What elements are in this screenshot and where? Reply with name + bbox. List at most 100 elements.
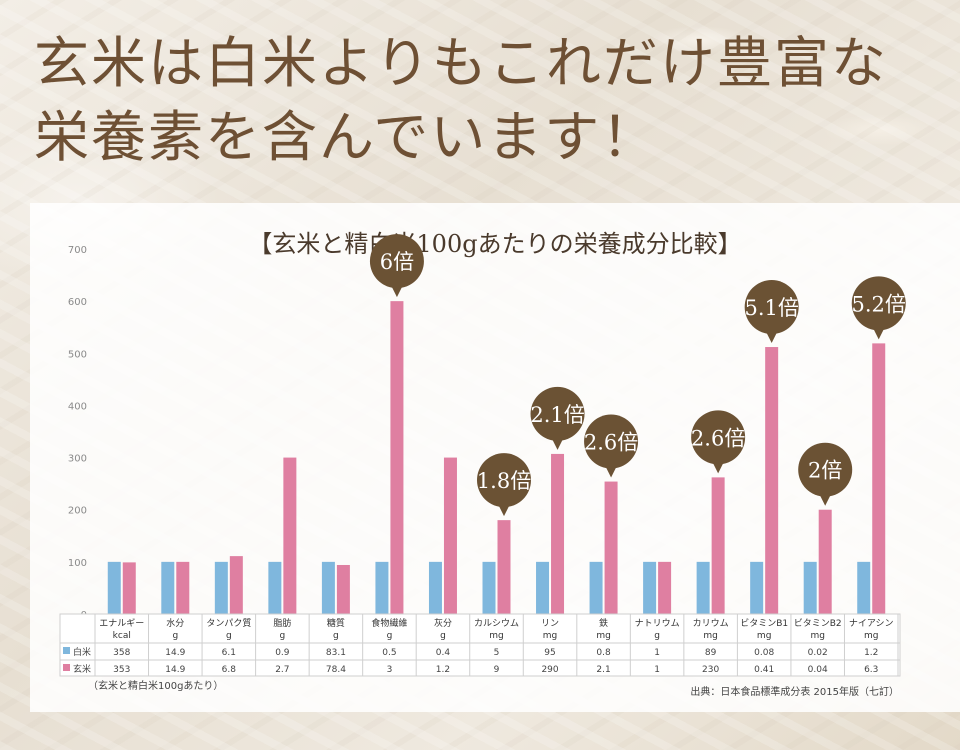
category-unit: g bbox=[440, 631, 446, 641]
multiplier-badge bbox=[851, 276, 906, 331]
table-cell-white-rice: 0.02 bbox=[808, 648, 828, 658]
bar-brown-rice bbox=[872, 343, 886, 614]
legend-label-brown-rice: 玄米 bbox=[73, 663, 91, 675]
table-cell-brown-rice: 78.4 bbox=[326, 665, 346, 675]
bar-white-rice bbox=[482, 561, 496, 614]
category-unit: g bbox=[280, 631, 286, 641]
y-tick-label: 200 bbox=[68, 506, 87, 517]
category-label: ナトリウム bbox=[635, 618, 680, 629]
table-cell-brown-rice: 2.1 bbox=[596, 665, 610, 675]
multiplier-badge-label: 5.2倍 bbox=[852, 292, 906, 316]
category-unit: mg bbox=[757, 631, 771, 641]
category-unit: mg bbox=[864, 631, 878, 641]
multiplier-badge bbox=[584, 414, 639, 469]
table-cell-white-rice: 0.4 bbox=[436, 648, 451, 658]
table-cell-brown-rice: 6.3 bbox=[864, 665, 878, 675]
category-label: ナイアシン bbox=[849, 618, 894, 629]
bar-brown-rice bbox=[711, 477, 725, 614]
bar-brown-rice bbox=[390, 301, 404, 614]
bar-white-rice bbox=[750, 561, 764, 614]
chart-panel: 【玄米と精白米100gあたりの栄養成分比較】010020030040050060… bbox=[30, 203, 960, 712]
table-cell-white-rice: 89 bbox=[705, 648, 717, 658]
multiplier-badge-pointer bbox=[872, 327, 885, 340]
bar-white-rice bbox=[161, 561, 175, 614]
headline: 玄米は白米よりもこれだけ豊富な 栄養素を含んでいます！ bbox=[34, 26, 888, 174]
headline-line-1: 玄米は白米よりもこれだけ豊富な bbox=[34, 31, 888, 95]
legend-label-white-rice: 白米 bbox=[73, 646, 91, 658]
table-note: （玄米と精白米100gあたり） bbox=[88, 679, 223, 692]
legend-swatch-white-rice bbox=[63, 647, 70, 654]
multiplier-badge-pointer bbox=[390, 285, 403, 298]
multiplier-badge-label: 5.1倍 bbox=[744, 296, 798, 320]
bar-brown-rice bbox=[122, 562, 136, 614]
table-cell-brown-rice: 290 bbox=[541, 665, 558, 675]
table-cell-brown-rice: 0.04 bbox=[808, 665, 828, 675]
table-header-row bbox=[59, 613, 901, 644]
table-cell-white-rice: 95 bbox=[544, 648, 555, 658]
category-label: タンパク質 bbox=[206, 617, 251, 629]
y-tick-label: 300 bbox=[68, 454, 87, 465]
source-note: 出典：日本食品標準成分表 2015年版（七訂） bbox=[690, 685, 899, 698]
table-cell-white-rice: 0.5 bbox=[382, 648, 396, 658]
category-unit: mg bbox=[810, 631, 824, 641]
category-unit: mg bbox=[703, 631, 717, 641]
multiplier-badge-pointer bbox=[605, 465, 618, 478]
bar-brown-rice bbox=[765, 347, 779, 614]
table-cell-white-rice: 1.2 bbox=[864, 648, 878, 658]
multiplier-badge-pointer bbox=[498, 504, 510, 517]
multiplier-badge bbox=[798, 442, 853, 497]
multiplier-badge-pointer bbox=[551, 437, 564, 450]
table-cell-brown-rice: 1.2 bbox=[436, 665, 450, 675]
category-label: カルシウム bbox=[474, 618, 519, 629]
bar-brown-rice bbox=[336, 564, 350, 614]
multiplier-badge-pointer bbox=[765, 331, 778, 344]
multiplier-badge-pointer bbox=[819, 493, 832, 506]
headline-line-2: 栄養素を含んでいます！ bbox=[34, 105, 659, 169]
category-label: 灰分 bbox=[434, 617, 452, 629]
bar-white-rice bbox=[696, 561, 710, 614]
table-cell-brown-rice: 3 bbox=[387, 665, 393, 675]
category-label: ビタミンB2 bbox=[794, 618, 842, 629]
table-cell-white-rice: 5 bbox=[494, 648, 500, 658]
bar-brown-rice bbox=[176, 561, 190, 614]
category-unit: mg bbox=[543, 631, 557, 641]
category-unit: mg bbox=[489, 631, 503, 641]
bar-white-rice bbox=[643, 561, 657, 614]
multiplier-badge-label: 2倍 bbox=[808, 459, 842, 483]
y-tick-label: 500 bbox=[68, 349, 87, 360]
y-tick-label: 600 bbox=[68, 297, 87, 308]
bar-brown-rice bbox=[443, 457, 457, 614]
table-cell-white-rice: 14.9 bbox=[165, 648, 185, 658]
multiplier-badge bbox=[691, 410, 746, 465]
bar-brown-rice bbox=[551, 453, 565, 614]
multiplier-badge-label: 6倍 bbox=[380, 250, 414, 274]
multiplier-badge-label: 2.1倍 bbox=[530, 403, 584, 427]
chart-title: 【玄米と精白米100gあたりの栄養成分比較】 bbox=[248, 230, 741, 258]
legend-swatch-brown-rice bbox=[63, 664, 70, 671]
bar-brown-rice bbox=[658, 561, 672, 614]
bar-white-rice bbox=[428, 561, 442, 614]
category-unit: g bbox=[333, 631, 339, 641]
bar-white-rice bbox=[803, 561, 817, 614]
category-label: 鉄 bbox=[599, 617, 608, 629]
table-cell-brown-rice: 353 bbox=[113, 665, 130, 675]
category-label: ビタミンB1 bbox=[740, 618, 788, 629]
bar-brown-rice bbox=[818, 509, 832, 614]
category-unit: g bbox=[226, 631, 232, 641]
category-unit: g bbox=[172, 631, 178, 641]
bar-brown-rice bbox=[497, 520, 511, 614]
bar-white-rice bbox=[536, 561, 550, 614]
bar-white-rice bbox=[268, 561, 282, 614]
y-tick-label: 400 bbox=[68, 401, 87, 412]
multiplier-badge-label: 1.8倍 bbox=[477, 469, 531, 493]
multiplier-badge-label: 2.6倍 bbox=[584, 431, 638, 455]
table-cell-brown-rice: 2.7 bbox=[275, 665, 289, 675]
category-unit: g bbox=[387, 631, 393, 641]
table-cell-brown-rice: 1 bbox=[654, 665, 660, 675]
table-cell-white-rice: 0.08 bbox=[754, 648, 774, 658]
category-label: リン bbox=[541, 619, 559, 629]
table-cell-white-rice: 358 bbox=[113, 648, 130, 658]
bar-white-rice bbox=[321, 561, 335, 614]
table-cell-white-rice: 83.1 bbox=[326, 648, 346, 658]
y-tick-label: 700 bbox=[68, 245, 87, 256]
